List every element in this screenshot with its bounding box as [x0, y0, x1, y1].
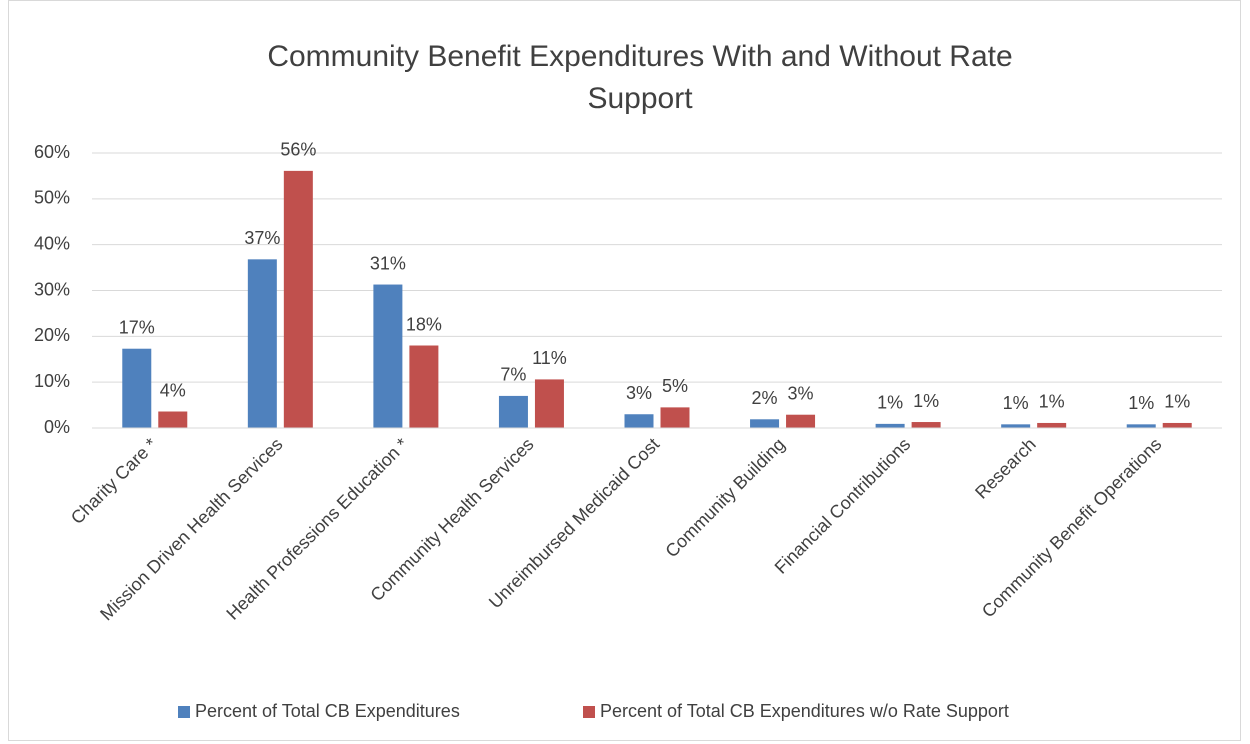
legend-swatch: [178, 706, 190, 718]
value-label: 4%: [160, 380, 186, 400]
bar: [283, 170, 313, 428]
value-label: 17%: [119, 317, 155, 337]
value-label: 31%: [370, 253, 406, 273]
y-tick-label: 20%: [34, 325, 70, 345]
value-label: 1%: [913, 391, 939, 411]
value-label: 18%: [406, 314, 442, 334]
bar: [122, 348, 152, 428]
bar: [1001, 424, 1031, 428]
chart-title: Support: [587, 82, 693, 115]
bar: [786, 414, 816, 428]
bar: [498, 395, 528, 428]
value-label: 5%: [662, 376, 688, 396]
y-tick-label: 60%: [34, 142, 70, 162]
bar: [1037, 422, 1067, 428]
value-label: 1%: [1164, 392, 1190, 412]
bar: [750, 419, 780, 428]
value-label: 1%: [1039, 392, 1065, 412]
legend-label: Percent of Total CB Expenditures w/o Rat…: [600, 701, 1009, 721]
y-tick-label: 50%: [34, 188, 70, 208]
bar: [1126, 424, 1156, 428]
y-tick-label: 10%: [34, 371, 70, 391]
bar: [875, 423, 905, 428]
value-label: 11%: [532, 348, 567, 368]
bar: [1162, 422, 1192, 428]
bar: [158, 411, 188, 428]
value-label: 3%: [788, 383, 814, 403]
y-tick-label: 30%: [34, 279, 70, 299]
bar: [911, 422, 941, 428]
value-label: 1%: [1003, 393, 1029, 413]
bar: [624, 414, 654, 428]
value-label: 56%: [280, 140, 316, 160]
legend-swatch: [583, 706, 595, 718]
value-label: 2%: [752, 388, 778, 408]
value-label: 3%: [626, 383, 652, 403]
value-label: 7%: [500, 365, 526, 385]
legend-label: Percent of Total CB Expenditures: [195, 701, 460, 721]
bar: [534, 379, 564, 428]
bar: [409, 345, 439, 428]
chart-title: Community Benefit Expenditures With and …: [267, 40, 1012, 73]
value-label: 1%: [1128, 393, 1154, 413]
bar: [660, 407, 690, 428]
chart-border: [8, 0, 1241, 741]
y-tick-label: 0%: [44, 417, 70, 437]
bar: [373, 284, 403, 428]
y-tick-label: 40%: [34, 233, 70, 253]
bar: [247, 259, 277, 428]
value-label: 37%: [244, 228, 280, 248]
value-label: 1%: [877, 393, 903, 413]
